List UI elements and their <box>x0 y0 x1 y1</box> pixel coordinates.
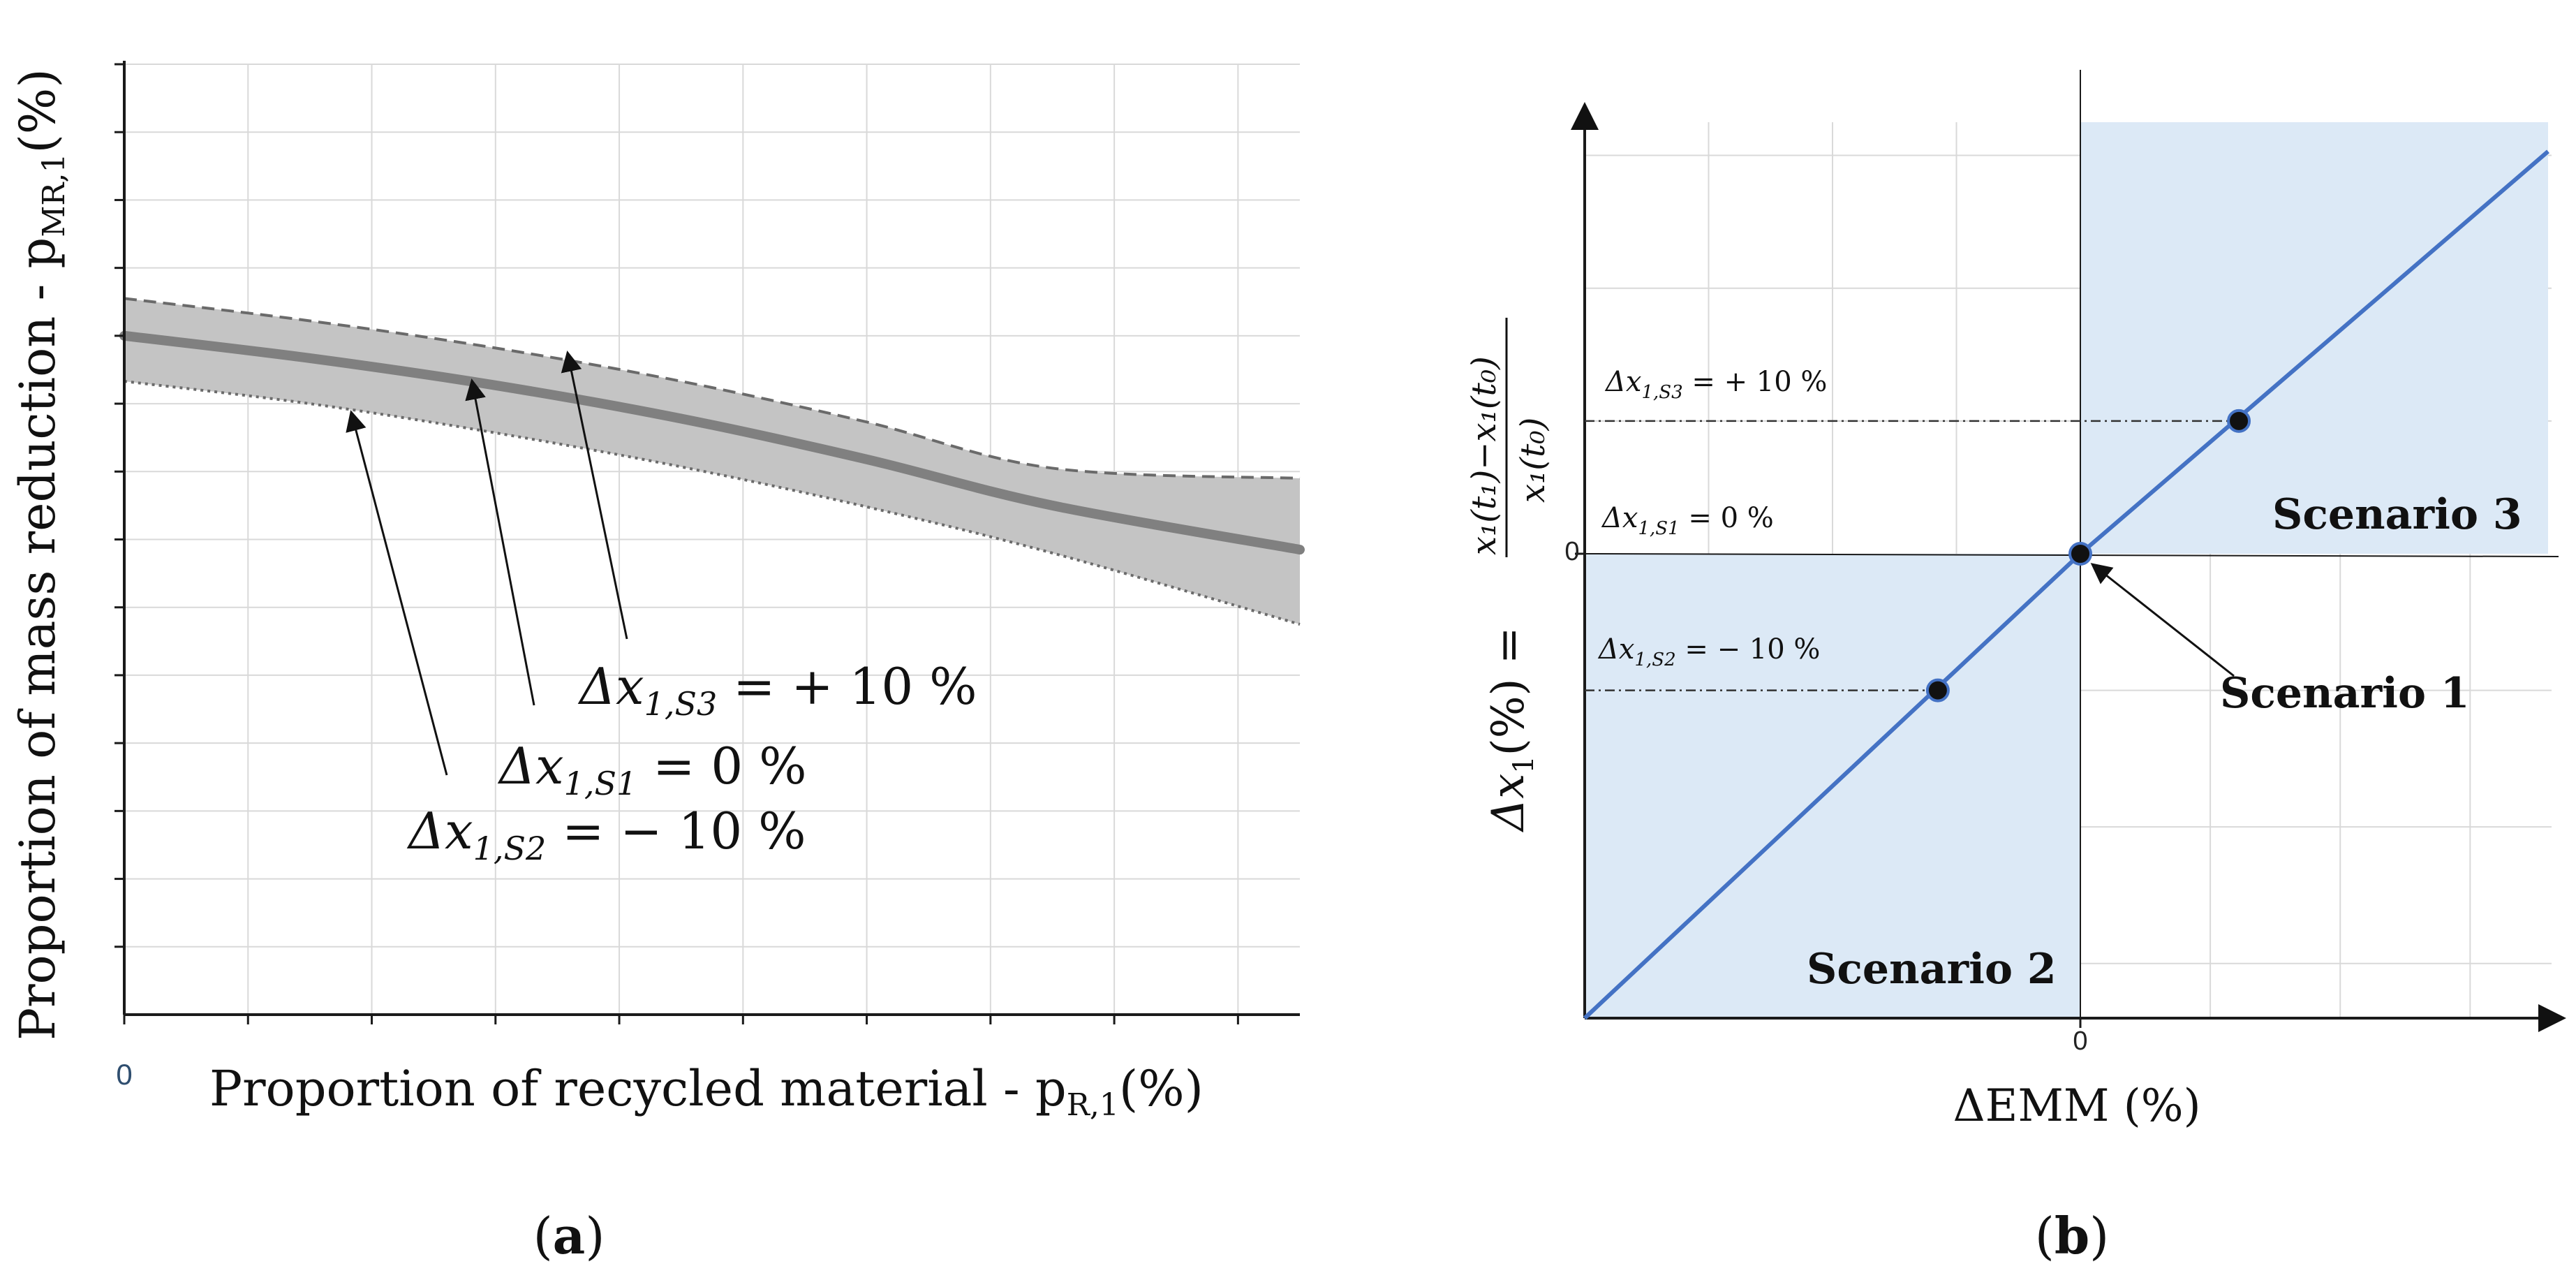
y-axis-label-b: Δx1(%) = x₁(t₁)−x₁(t₀) x₁(t₀) <box>1465 318 1553 833</box>
point-label-s2: Δx1,S2 = − 10 % <box>1597 633 1820 670</box>
annotation-s1: Δx1,S1 = 0 % <box>497 737 807 802</box>
annotation-s3: Δx1,S3 = + 10 % <box>577 657 977 723</box>
svg-text:Δx1(%) =: Δx1(%) = <box>1483 627 1540 833</box>
arrow-s2 <box>346 410 448 776</box>
x-tick-zero-b: 0 <box>2073 1027 2087 1056</box>
svg-text:x₁(t₀): x₁(t₀) <box>1513 418 1553 503</box>
panel-b-guide-lines <box>1585 420 2240 691</box>
panel-a-ticks <box>114 63 1239 1024</box>
arrow-s1 <box>465 378 535 706</box>
point-label-s1: Δx1,S1 = 0 % <box>1601 502 1774 539</box>
point-s2 <box>1925 678 1950 702</box>
arrow-s3 <box>561 351 628 640</box>
arrow-scenario-1 <box>2090 563 2235 677</box>
series-upper-dashed <box>124 297 1301 480</box>
scenario-points <box>1925 409 2251 702</box>
panel-label-a: (a) <box>533 1206 605 1265</box>
scenario-1-label: Scenario 1 <box>2220 669 2470 718</box>
y-tick-zero-b: 0 <box>1564 537 1579 566</box>
point-label-s3: Δx1,S3 = + 10 % <box>1604 366 1827 403</box>
scenario-2-label: Scenario 2 <box>1807 945 2057 994</box>
panel-a-chart: Δx1,S3 = + 10 % Δx1,S1 = 0 % Δx1,S2 = − … <box>9 61 1305 1265</box>
panel-label-b: (b) <box>2035 1206 2110 1265</box>
panel-a-axes <box>123 61 1300 1016</box>
x-tick-zero-a: 0 <box>116 1058 132 1091</box>
y-axis-label-a: Proportion of mass reduction - pMR,1(%) <box>9 68 72 1040</box>
svg-text:x₁(t₁)−x₁(t₀): x₁(t₁)−x₁(t₀) <box>1465 356 1504 555</box>
panel-b-chart: Δx1,S3 = + 10 % Δx1,S1 = 0 % Δx1,S2 = − … <box>1465 70 2566 1265</box>
point-s3 <box>2227 409 2251 433</box>
scenario-3-region <box>2080 122 2548 554</box>
x-axis-label-b: ΔEMM (%) <box>1953 1080 2200 1132</box>
annotation-s2: Δx1,S2 = − 10 % <box>406 802 806 867</box>
x-axis-label-a: Proportion of recycled material - pR,1(%… <box>209 1060 1204 1123</box>
uncertainty-band <box>124 298 1300 625</box>
scenario-3-label: Scenario 3 <box>2272 490 2522 539</box>
series-center-solid <box>119 330 1305 555</box>
point-s1 <box>2068 542 2092 566</box>
